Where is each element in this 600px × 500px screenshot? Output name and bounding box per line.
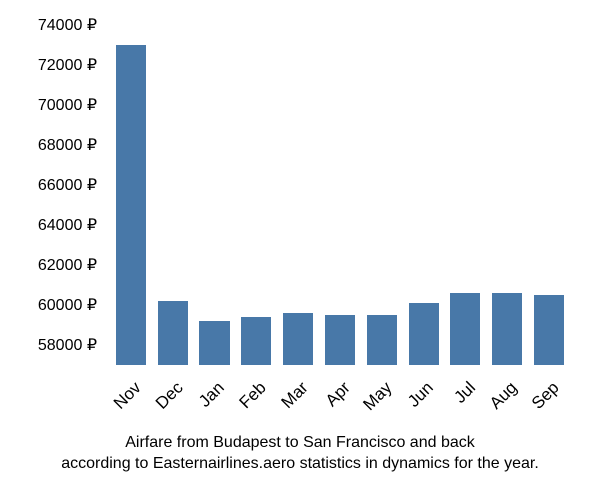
chart-caption: Airfare from Budapest to San Francisco a… [0,432,600,475]
x-tick-label: Nov [110,378,146,414]
y-tick-label: 70000 ₽ [38,95,97,115]
bar [325,315,355,365]
y-tick-label: 64000 ₽ [38,215,97,235]
bar [241,317,271,365]
bar [409,303,439,365]
bar [534,295,564,365]
x-tick-label: Sep [528,378,564,414]
caption-line-1: Airfare from Budapest to San Francisco a… [125,434,475,451]
y-tick-label: 68000 ₽ [38,135,97,155]
y-tick-label: 62000 ₽ [38,255,97,275]
x-tick-label: Jan [195,378,229,412]
x-axis: NovDecJanFebMar AprMayJun JulAugSep [110,370,570,430]
x-tick-label: Apr [321,378,354,411]
y-tick-label: 74000 ₽ [38,15,97,35]
plot-area [110,15,570,365]
y-tick-label: 60000 ₽ [38,295,97,315]
x-tick-label: Aug [486,378,522,414]
caption-line-2: according to Easternairlines.aero statis… [61,455,539,472]
x-tick-label: Mar [277,378,312,413]
bar [158,301,188,365]
x-tick-label: Dec [151,378,187,414]
x-tick-label: Jun [404,378,438,412]
x-tick-label: Jul [450,378,480,408]
bar [199,321,229,365]
x-tick-label: Feb [236,378,271,413]
y-tick-label: 66000 ₽ [38,175,97,195]
y-tick-label: 58000 ₽ [38,335,97,355]
x-tick-label: May [359,378,396,415]
bar [283,313,313,365]
bar [450,293,480,365]
y-tick-label: 72000 ₽ [38,55,97,75]
bar [116,45,146,365]
y-axis: 58000 ₽ 60000 ₽ 62000 ₽ 64000 ₽ 66000 ₽ 68000… [0,15,105,365]
bar [492,293,522,365]
bar [367,315,397,365]
airfare-bar-chart: 58000 ₽ 60000 ₽ 62000 ₽ 64000 ₽ 66000 ₽ 68000… [0,0,600,500]
